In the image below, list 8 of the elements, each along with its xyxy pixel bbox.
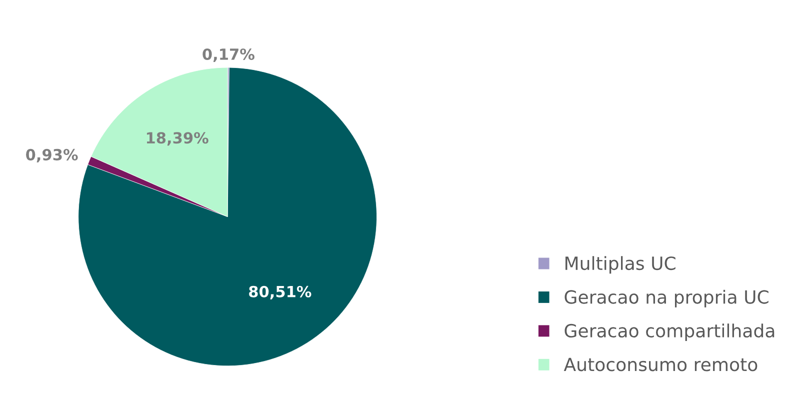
data-label: 0,93% bbox=[26, 148, 78, 162]
data-label: 80,51% bbox=[249, 286, 312, 300]
data-label: 0,17% bbox=[202, 48, 254, 62]
legend-label: Geracao compartilhada bbox=[564, 324, 774, 342]
legend-label: Autoconsumo remoto bbox=[564, 358, 758, 372]
data-label: 18,39% bbox=[146, 132, 208, 146]
legend-label: Geracao na propria UC bbox=[564, 290, 768, 308]
legend-label: Multiplas UC bbox=[566, 256, 676, 274]
